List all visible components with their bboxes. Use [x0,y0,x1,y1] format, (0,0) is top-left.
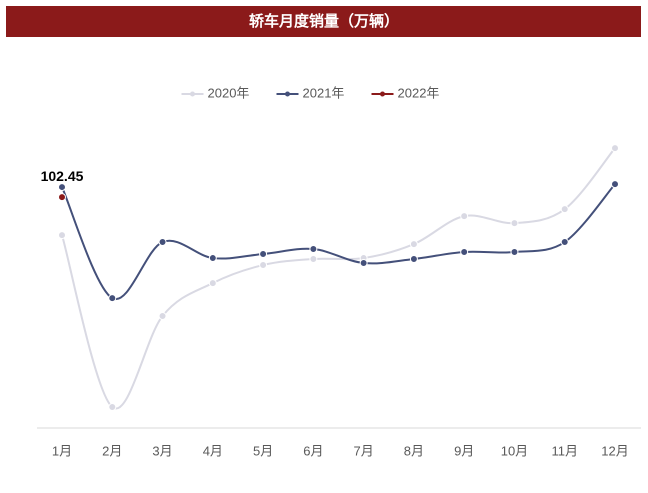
data-point [208,254,217,263]
series-line [61,147,616,410]
data-point [510,247,519,256]
legend-marker [285,91,290,97]
x-tick-label: 10月 [501,443,528,458]
data-point [409,240,418,249]
data-label: 102.45 [41,168,84,184]
x-tick-label: 7月 [354,443,374,458]
data-point [108,294,117,303]
data-point [460,247,469,256]
data-point [359,259,368,268]
data-point [611,144,619,153]
legend-label: 2021年 [303,85,345,100]
data-point [309,254,318,263]
series-line [61,183,616,301]
data-point [560,205,569,214]
title-bar [6,6,641,37]
data-point [409,254,418,263]
chart-title: 轿车月度销量（万辆） [249,12,399,30]
data-point [510,219,519,228]
data-point [611,180,619,189]
data-point [108,403,117,412]
x-tick-label: 6月 [303,443,323,458]
x-tick-label: 9月 [454,443,474,458]
x-tick-label: 5月 [253,443,273,458]
data-point [460,212,469,221]
data-point [259,261,268,270]
data-point [58,193,66,202]
x-tick-label: 12月 [601,443,628,458]
data-point [208,279,217,288]
x-tick-label: 8月 [404,443,424,458]
data-point [259,250,268,259]
data-point [58,231,66,240]
x-tick-label: 3月 [152,443,172,458]
x-tick-label: 2月 [102,443,122,458]
legend-label: 2020年 [208,85,250,100]
legend-marker [190,91,195,97]
x-tick-label: 1月 [52,443,72,458]
data-point [560,238,569,247]
data-point [309,245,318,254]
x-tick-label: 11月 [551,443,578,458]
legend-marker [380,91,385,97]
data-point [158,311,167,320]
x-tick-label: 4月 [203,443,223,458]
data-point [58,183,66,192]
legend-label: 2022年 [398,85,440,100]
data-point [158,238,167,247]
